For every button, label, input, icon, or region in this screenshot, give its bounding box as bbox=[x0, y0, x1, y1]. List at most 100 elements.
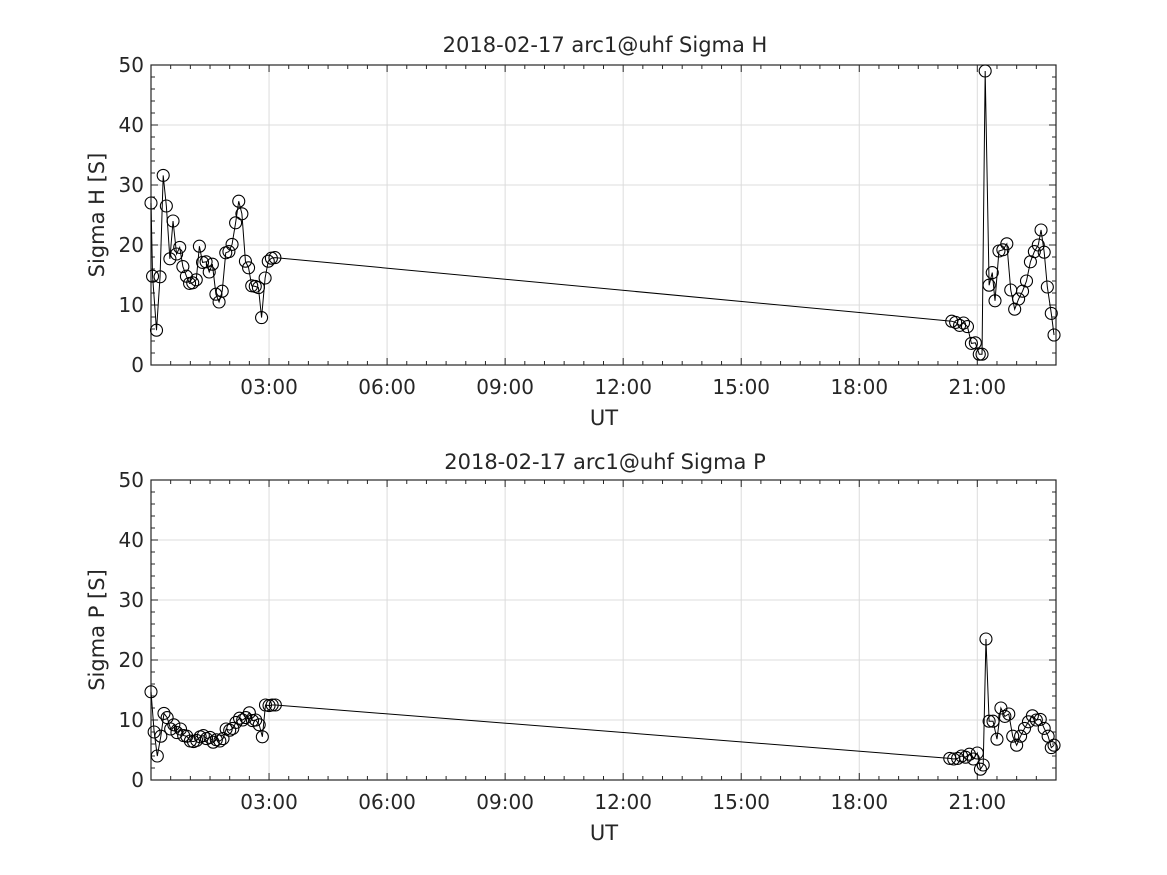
sigma-h-data-point bbox=[1027, 245, 1041, 259]
sigma-h-xtick-label: 12:00 bbox=[594, 375, 652, 399]
sigma-p-data-point bbox=[958, 750, 973, 764]
sigma-p-data-point bbox=[157, 706, 171, 720]
sigma-h-data-point bbox=[985, 266, 999, 280]
sigma-p-data-point bbox=[232, 711, 247, 725]
sigma-h-data-point bbox=[968, 336, 982, 350]
sigma-h-data-point bbox=[1000, 237, 1014, 251]
sigma-h-data-point bbox=[964, 336, 978, 350]
sigma-p-series bbox=[144, 632, 1061, 776]
sigma-p-data-point bbox=[976, 758, 990, 772]
sigma-h-data-point bbox=[238, 254, 252, 268]
sigma-h-title: 2018-02-17 arc1@uhf Sigma H bbox=[443, 33, 768, 57]
sigma-h-data-point bbox=[268, 251, 282, 265]
sigma-p-data-point bbox=[1017, 721, 1032, 735]
sigma-p-data-point bbox=[1025, 709, 1039, 723]
sigma-p-data-point bbox=[265, 698, 279, 712]
sigma-p-data-point bbox=[150, 749, 164, 763]
sigma-h-xtick-label: 03:00 bbox=[240, 375, 298, 399]
sigma-h-xtick-label: 06:00 bbox=[358, 375, 416, 399]
sigma-h-xtick-label: 21:00 bbox=[948, 375, 1006, 399]
sigma-h-data-point bbox=[163, 252, 177, 266]
sigma-p-ylabel: Sigma P [S] bbox=[85, 569, 109, 691]
sigma-p-data-point bbox=[236, 713, 250, 727]
sigma-p-data-point bbox=[206, 735, 220, 749]
sigma-h-ytick-label: 0 bbox=[131, 353, 144, 377]
sigma-h-data-point bbox=[255, 311, 269, 325]
sigma-h-data-point bbox=[261, 254, 275, 268]
sigma-h-data-point bbox=[1034, 223, 1048, 237]
sigma-p-data-point bbox=[1029, 713, 1043, 727]
sigma-p-data-point bbox=[986, 714, 1000, 728]
sigma-h-data-point bbox=[199, 255, 213, 269]
sigma-h-data-point bbox=[953, 318, 967, 332]
sigma-h-data-point bbox=[202, 265, 216, 279]
sigma-h-data-point bbox=[975, 347, 989, 361]
sigma-p-data-point bbox=[170, 726, 184, 740]
sigma-p-data-point bbox=[190, 733, 204, 747]
sigma-p-ytick-label: 30 bbox=[119, 588, 144, 612]
sigma-h-data-point bbox=[192, 239, 206, 253]
sigma-h-data-point bbox=[186, 276, 200, 290]
sigma-p-data-point bbox=[970, 746, 984, 760]
sigma-h-data-point bbox=[251, 281, 265, 295]
sigma-h-data-point bbox=[232, 194, 246, 208]
sigma-h-data-point bbox=[166, 214, 180, 228]
sigma-p-data-point bbox=[252, 718, 266, 732]
sigma-h-series bbox=[144, 64, 1061, 361]
sigma-p-data-point bbox=[249, 713, 263, 727]
sigma-h-data-point bbox=[153, 270, 167, 284]
sigma-h-data-point bbox=[189, 273, 203, 287]
sigma-p-xtick-label: 18:00 bbox=[830, 790, 888, 814]
sigma-p-data-point bbox=[216, 732, 230, 746]
sigma-p-data-point bbox=[1044, 741, 1058, 755]
sigma-h-data-point bbox=[1037, 245, 1051, 259]
sigma-p-data-point bbox=[1010, 738, 1024, 752]
sigma-p-panel: 2018-02-17 arc1@uhf Sigma P 010203040500… bbox=[85, 450, 1061, 845]
sigma-h-data-point bbox=[229, 216, 243, 230]
sigma-h-data-point bbox=[1047, 328, 1061, 342]
sigma-p-data-point bbox=[255, 730, 269, 744]
sigma-h-xtick-label: 15:00 bbox=[712, 375, 770, 399]
sigma-p-ytick-label: 40 bbox=[119, 528, 144, 552]
sigma-p-ytick-label: 10 bbox=[119, 708, 144, 732]
sigma-p-data-point bbox=[164, 722, 178, 736]
sigma-h-data-point bbox=[1040, 280, 1054, 294]
sigma-p-ytick-label: 20 bbox=[119, 648, 144, 672]
sigma-p-data-point bbox=[239, 711, 253, 725]
sigma-h-xtick-label: 09:00 bbox=[476, 375, 534, 399]
sigma-p-xtick-label: 06:00 bbox=[358, 790, 416, 814]
sigma-p-data-point bbox=[1037, 721, 1051, 735]
sigma-h-ticks: 0 10 20 30 40 50 03:00 06:00 09:00 12:00 15:00 18:0… bbox=[119, 53, 1057, 399]
sigma-p-axes-frame bbox=[150, 479, 1057, 781]
sigma-h-data-point bbox=[159, 199, 173, 213]
sigma-h-ytick-label: 30 bbox=[119, 173, 144, 197]
sigma-p-xtick-label: 21:00 bbox=[948, 790, 1006, 814]
sigma-p-data-point bbox=[268, 698, 282, 712]
sigma-h-data-point bbox=[205, 257, 219, 271]
sigma-p-data-point bbox=[154, 729, 168, 743]
sigma-p-data-point bbox=[1006, 729, 1020, 743]
sigma-p-xlabel: UT bbox=[590, 821, 618, 845]
sigma-h-ylabel: Sigma H [S] bbox=[85, 153, 109, 278]
sigma-p-data-point bbox=[1014, 729, 1028, 743]
sigma-h-data-point bbox=[242, 261, 256, 275]
sigma-p-xtick-label: 15:00 bbox=[712, 790, 770, 814]
sigma-h-data-point bbox=[176, 260, 190, 274]
sigma-h-data-point bbox=[960, 320, 975, 334]
sigma-h-data-point bbox=[972, 347, 986, 361]
sigma-p-data-point bbox=[147, 725, 161, 739]
sigma-h-data-point bbox=[1019, 274, 1034, 288]
sigma-p-ytick-label: 50 bbox=[119, 468, 144, 492]
sigma-h-data-point bbox=[209, 287, 223, 301]
sigma-p-data-point bbox=[1002, 707, 1016, 721]
sigma-h-ytick-label: 10 bbox=[119, 293, 144, 317]
sigma-p-data-point bbox=[951, 751, 965, 765]
sigma-p-data-point bbox=[998, 709, 1012, 723]
sigma-p-data-point bbox=[1033, 712, 1047, 726]
sigma-p-data-point bbox=[979, 632, 993, 646]
sigma-h-data-point bbox=[225, 237, 239, 251]
sigma-p-xtick-label: 12:00 bbox=[594, 790, 652, 814]
sigma-h-data-point bbox=[956, 316, 971, 330]
